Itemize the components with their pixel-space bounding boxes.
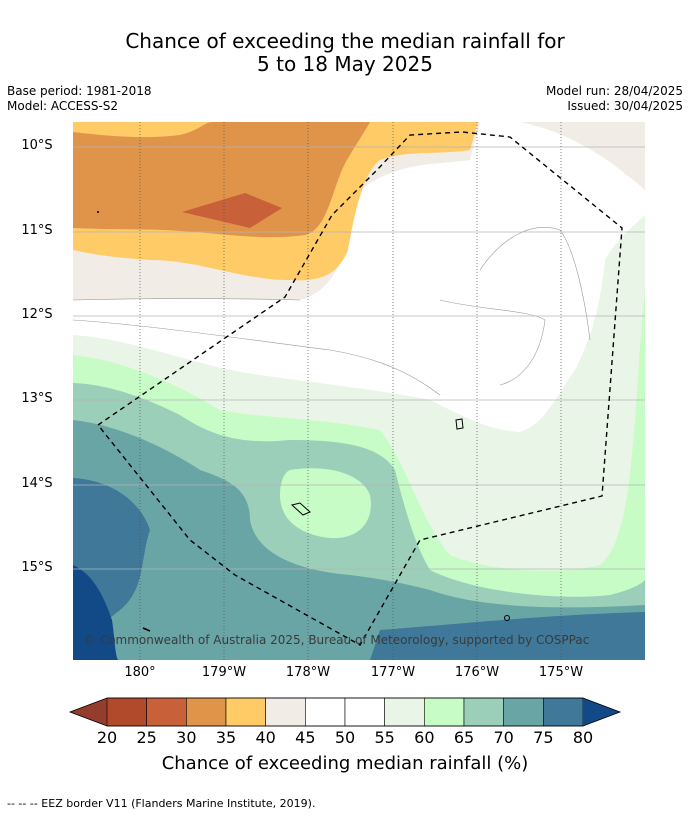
lon-label-179w: 179°W xyxy=(201,665,247,680)
colorbar-cell xyxy=(186,697,227,727)
colorbar-cell xyxy=(384,697,425,727)
field-40-45-east xyxy=(620,160,645,180)
meta-right: Model run: 28/04/2025 Issued: 30/04/2025 xyxy=(546,84,683,114)
lat-label-10s: 10°S xyxy=(21,138,53,153)
colorbar-tick-label: 50 xyxy=(334,728,356,747)
field-60-65-blob xyxy=(280,468,371,539)
colorbar-high-extend xyxy=(583,698,620,726)
map-title: Chance of exceeding the median rainfall … xyxy=(0,30,690,76)
lon-label-175w: 175°W xyxy=(538,665,584,680)
eez-border xyxy=(96,131,623,646)
island-small xyxy=(504,615,510,621)
lon-label-180: 180° xyxy=(124,665,156,680)
colorbar-tick-label: 30 xyxy=(176,728,197,747)
colorbar-tick-label: 70 xyxy=(493,728,514,747)
colorbar-cell xyxy=(543,697,584,727)
colorbar-low-extend xyxy=(70,698,107,726)
colorbar-tick-label: 40 xyxy=(255,728,276,747)
base-period: Base period: 1981-2018 xyxy=(7,84,152,98)
colorbar-tick-label: 75 xyxy=(533,728,554,747)
lon-label-177w: 177°W xyxy=(370,665,416,680)
colorbar-cell xyxy=(344,697,385,727)
colorbar-cell xyxy=(503,697,544,727)
lon-label-176w: 176°W xyxy=(454,665,500,680)
issued-date: Issued: 30/04/2025 xyxy=(567,99,683,113)
colorbar-cell xyxy=(225,697,266,727)
island-reef xyxy=(142,627,151,632)
title-line-1: Chance of exceeding the median rainfall … xyxy=(125,29,565,53)
gridlines xyxy=(73,122,645,660)
field-25-30 xyxy=(182,193,282,228)
colorbar-tick-label: 65 xyxy=(453,728,475,747)
lat-label-12s: 12°S xyxy=(21,307,53,322)
lat-label-15s: 15°S xyxy=(21,560,53,575)
island-tokelau xyxy=(290,502,311,516)
colorbar-cell xyxy=(106,697,147,727)
colorbar-tick-label: 80 xyxy=(572,728,594,747)
colorbar-tick-label: 20 xyxy=(96,728,118,747)
title-line-2: 5 to 18 May 2025 xyxy=(257,52,433,76)
island-swains xyxy=(455,418,464,430)
colorbar-cell xyxy=(424,697,465,727)
island-dot xyxy=(97,211,99,213)
colorbar-tick-label: 35 xyxy=(215,728,237,747)
colorbar-tick-label: 55 xyxy=(374,728,395,747)
footer-legend: -- -- -- EEZ border V11 (Flanders Marine… xyxy=(7,797,316,810)
colorbar-cell xyxy=(265,697,306,727)
meta-left: Base period: 1981-2018 Model: ACCESS-S2 xyxy=(7,84,152,114)
colorbar-tick-label: 25 xyxy=(136,728,157,747)
colorbar-cells xyxy=(106,697,584,727)
colorbar-cell xyxy=(463,697,504,727)
field-above-80 xyxy=(73,565,118,660)
field-30-35 xyxy=(73,122,370,238)
lat-label-14s: 14°S xyxy=(21,476,53,491)
contour-fields xyxy=(73,122,645,660)
colorbar-cell xyxy=(305,697,346,727)
colorbar-cell xyxy=(146,697,187,727)
lat-label-13s: 13°S xyxy=(21,391,53,406)
field-70-75 xyxy=(73,420,645,660)
field-75-80-south xyxy=(370,612,645,660)
copyright-notice: © Commonwealth of Australia 2025, Bureau… xyxy=(84,633,590,647)
model-name: Model: ACCESS-S2 xyxy=(7,99,119,113)
lon-label-178w: 178°W xyxy=(285,665,331,680)
colorbar-label: Chance of exceeding median rainfall (%) xyxy=(161,753,529,774)
colorbar-outline xyxy=(68,697,622,727)
colorbar-tick-label: 60 xyxy=(414,728,435,747)
colorbar xyxy=(68,697,622,727)
lat-label-11s: 11°S xyxy=(21,223,53,238)
colorbar-tick-label: 45 xyxy=(295,728,316,747)
model-run: Model run: 28/04/2025 xyxy=(545,84,683,98)
